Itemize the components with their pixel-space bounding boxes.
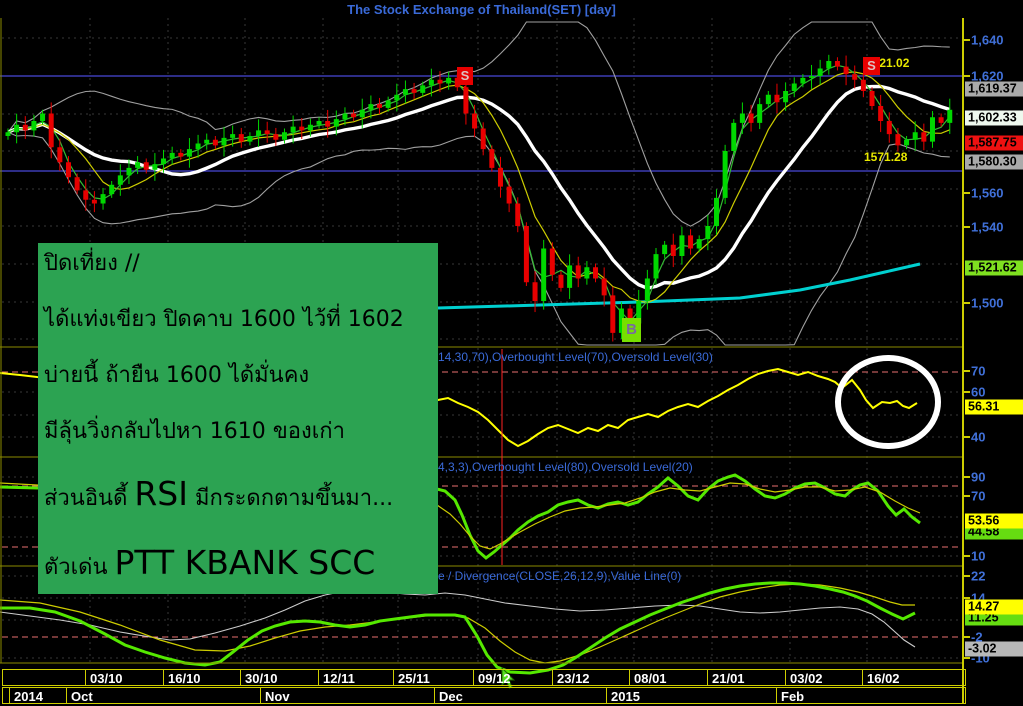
date-separator: [318, 670, 319, 685]
highlight-circle: [835, 355, 941, 449]
rsi-header: 14,30,70),Overbought Level(70),Oversold …: [438, 350, 713, 364]
axis-tick-label: 10: [971, 548, 986, 564]
date-separator: [552, 670, 553, 685]
date-label: 30/10: [245, 671, 278, 686]
axis-value-box: 1,580.30: [965, 154, 1023, 170]
note-line: ส่วนอินดี้ RSI มีกระดกตามขึ้นมา...: [44, 474, 394, 514]
date-label: Nov: [265, 689, 290, 704]
sell-signal-marker: S: [457, 67, 473, 85]
date-axis-row: 2014 Oct Nov Dec 2015 Feb: [2, 687, 966, 704]
note-line: มีลุ้นวิ่งกลับไปหา 1610 ของเก่า: [44, 419, 345, 445]
axis-tick-label: 70: [971, 363, 986, 379]
axis-tick-label: 1,500: [971, 295, 1004, 311]
date-label: 2015: [611, 689, 640, 704]
date-label: Oct: [71, 689, 93, 704]
axis-value-box: 56.31: [965, 399, 1023, 415]
date-separator: [260, 688, 261, 703]
axis-tick-label: 1,560: [971, 185, 1004, 201]
date-label: 03/10: [90, 671, 123, 686]
buy-signal-marker: B: [622, 318, 641, 342]
date-label: 08/01: [634, 671, 667, 686]
axis-value-box: 14.27: [965, 599, 1023, 615]
axis-tick-label: -2: [971, 629, 983, 645]
axis-tick-label: 40: [971, 429, 986, 445]
date-separator: [862, 670, 863, 685]
date-label: 23/12: [557, 671, 590, 686]
date-label: 16/10: [168, 671, 201, 686]
date-separator: [66, 688, 67, 703]
note-line: บ่ายนี้ ถ้ายืน 1600 ได้มั่นคง: [44, 363, 310, 389]
date-separator: [163, 670, 164, 685]
date-separator: [85, 670, 86, 685]
date-label: 12/11: [323, 671, 355, 686]
date-separator: [785, 670, 786, 685]
axis-tick-label: 1,640: [971, 32, 1004, 48]
date-separator: [240, 670, 241, 685]
axis-value-box: 1,602.33: [965, 110, 1023, 126]
axis-tick-label: 1,540: [971, 219, 1004, 235]
date-separator: [473, 670, 474, 685]
date-label: 09/12: [478, 671, 511, 686]
axis-tick-label: 60: [971, 384, 986, 400]
axis-tick-label: 22: [971, 568, 986, 584]
axis-tick-label: 1,620: [971, 68, 1004, 84]
axis-value-box: 1,521.62: [965, 260, 1023, 276]
axis-tick-label: 90: [971, 469, 986, 485]
date-separator: [9, 688, 10, 703]
date-separator: [707, 670, 708, 685]
axis-tick-label: 70: [971, 488, 986, 504]
macd-header: e / Divergence(CLOSE,26,12,9),Value Line…: [438, 569, 682, 583]
date-separator: [629, 670, 630, 685]
page-title: The Stock Exchange of Thailand(SET) [day…: [347, 2, 616, 17]
date-separator: [776, 688, 777, 703]
date-axis-row: 03/10 16/10 30/10 12/11 25/11 09/12 23/12 08/01…: [2, 669, 966, 686]
stochastic-header: 4,3,3),Overbought Level(80),Oversold Lev…: [438, 460, 693, 474]
axis-value-box: -3.02: [965, 641, 1023, 657]
date-label: 21/01: [712, 671, 745, 686]
date-separator: [434, 688, 435, 703]
axis-value-box: 53.56: [965, 513, 1023, 529]
date-label: Dec: [439, 689, 463, 704]
date-label: 03/02: [790, 671, 823, 686]
date-label: 16/02: [867, 671, 900, 686]
date-label: Feb: [781, 689, 805, 704]
date-separator: [606, 688, 607, 703]
note-line: ได้แท่งเขียว ปิดคาบ 1600 ไว้ที่ 1602: [44, 307, 404, 333]
date-label: 2014: [14, 689, 43, 704]
note-line: ตัวเด่น PTT KBANK SCC: [44, 543, 376, 583]
date-separator: [393, 670, 394, 685]
date-label: 25/11: [398, 671, 430, 686]
axis-value-box: 1,619.37: [965, 81, 1023, 97]
analyst-note-box[interactable]: ปิดเที่ยง // ได้แท่งเขียว ปิดคาบ 1600 ไว้…: [38, 243, 438, 594]
support-price-label: 1571.28: [864, 150, 908, 164]
sell-signal-marker: S: [863, 57, 880, 75]
note-line: ปิดเที่ยง //: [44, 251, 140, 276]
axis-value-box: 1,587.75: [965, 135, 1023, 151]
candles: [5, 54, 953, 342]
